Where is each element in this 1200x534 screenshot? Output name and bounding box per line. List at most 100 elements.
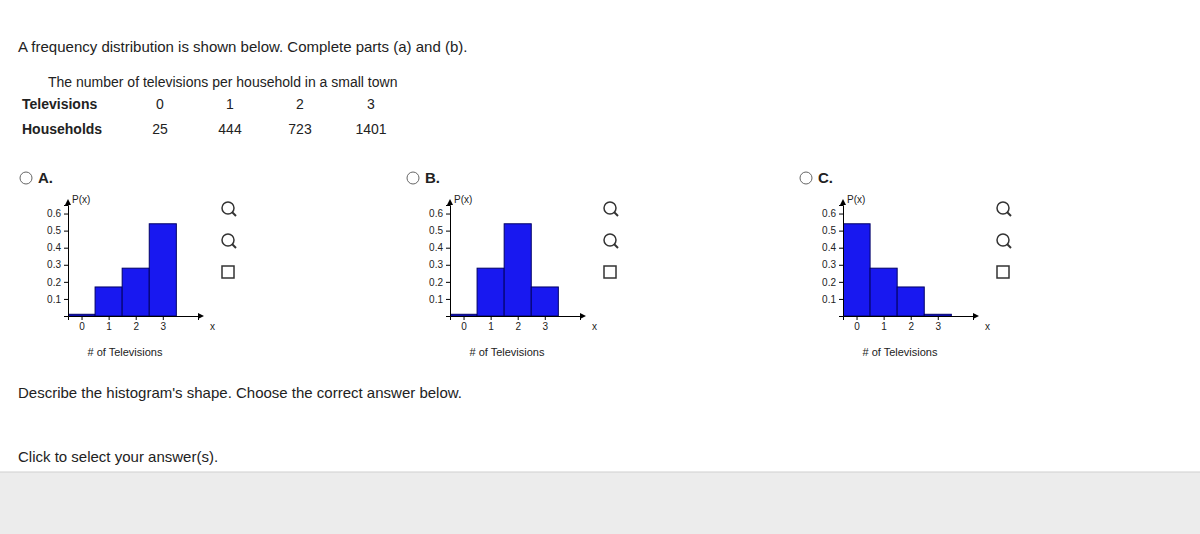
y-tick: 0.4 bbox=[47, 242, 68, 253]
y-tick-label: 0.4 bbox=[822, 242, 836, 253]
bar bbox=[504, 224, 531, 316]
y-tick: 0.3 bbox=[822, 259, 843, 270]
y-tick-mark bbox=[446, 265, 450, 266]
popout-icon[interactable] bbox=[222, 266, 234, 278]
y-tick-label: 0.4 bbox=[429, 242, 443, 253]
x-tick-mark bbox=[545, 316, 546, 320]
y-tick-label: 0.3 bbox=[47, 259, 61, 270]
x-tick: 1 bbox=[488, 316, 494, 332]
zoom-icon-handle[interactable] bbox=[232, 212, 236, 216]
y-tick: 0.1 bbox=[429, 294, 450, 305]
y-tick-mark bbox=[446, 231, 450, 232]
x-tick-label: 0 bbox=[461, 321, 467, 332]
y-tick: 0.6 bbox=[429, 208, 450, 219]
y-tick-label: 0.5 bbox=[47, 225, 61, 236]
x-tick-mark bbox=[464, 316, 465, 320]
y-axis-line bbox=[446, 206, 451, 317]
x-tick-mark bbox=[938, 316, 939, 320]
x-symbol: x bbox=[210, 321, 215, 332]
y-tick-mark bbox=[839, 265, 843, 266]
y-tick-mark bbox=[446, 282, 450, 283]
y-arrow bbox=[840, 199, 846, 205]
zoom-icon-handle[interactable] bbox=[614, 244, 618, 248]
y-tick: 0.4 bbox=[822, 242, 843, 253]
x-axis-line bbox=[69, 317, 199, 321]
y-tick-mark bbox=[64, 265, 68, 266]
y-tick: 0.3 bbox=[429, 259, 450, 270]
y-tick-label: 0.1 bbox=[822, 294, 836, 305]
x-tick: 0 bbox=[79, 316, 85, 332]
y-tick-label: 0.2 bbox=[47, 277, 61, 288]
y-tick-label: 0.2 bbox=[822, 277, 836, 288]
x-tick: 1 bbox=[881, 316, 887, 332]
y-tick-mark bbox=[839, 282, 843, 283]
y-axis-title: P(x) bbox=[72, 194, 90, 205]
y-tick-label: 0.1 bbox=[47, 294, 61, 305]
y-tick-label: 0.6 bbox=[429, 208, 443, 219]
table-cell: 25 bbox=[152, 121, 168, 137]
zoom-icon[interactable] bbox=[604, 234, 618, 248]
y-tick-mark bbox=[839, 214, 843, 215]
plot-area bbox=[450, 224, 558, 316]
radio[interactable] bbox=[407, 172, 419, 184]
y-tick-mark bbox=[446, 248, 450, 249]
zoom-icon-handle[interactable] bbox=[1007, 212, 1011, 216]
x-tick-mark bbox=[491, 316, 492, 320]
zoom-icon-handle[interactable] bbox=[1007, 244, 1011, 248]
y-tick: 0.1 bbox=[822, 294, 843, 305]
plot-area bbox=[68, 224, 176, 316]
popout-icon[interactable] bbox=[604, 266, 616, 278]
y-axis: 0.10.20.30.40.50.6 bbox=[47, 206, 68, 317]
zoom-icon[interactable] bbox=[222, 234, 236, 248]
footer-border bbox=[0, 472, 1200, 473]
radio[interactable] bbox=[800, 172, 812, 184]
y-tick: 0.3 bbox=[47, 259, 68, 270]
x-tick-label: 3 bbox=[161, 321, 167, 332]
x-tick-label: 0 bbox=[854, 321, 860, 332]
y-arrow bbox=[447, 199, 453, 205]
y-tick-label: 0.4 bbox=[47, 242, 61, 253]
y-axis-title: P(x) bbox=[454, 194, 472, 205]
bar bbox=[531, 287, 558, 316]
table-cell: 1401 bbox=[355, 121, 386, 137]
bar bbox=[122, 268, 149, 316]
zoom-icon[interactable] bbox=[222, 202, 236, 216]
y-tick-mark bbox=[839, 231, 843, 232]
x-symbol: x bbox=[592, 321, 597, 332]
bar bbox=[95, 287, 122, 316]
y-tick-label: 0.5 bbox=[429, 225, 443, 236]
x-tick-label: 3 bbox=[543, 321, 549, 332]
y-tick: 0.1 bbox=[47, 294, 68, 305]
x-tick: 3 bbox=[161, 316, 167, 332]
x-axis-line bbox=[451, 317, 581, 321]
y-tick-mark bbox=[64, 299, 68, 300]
table-cell: 723 bbox=[288, 121, 312, 137]
x-tick: 3 bbox=[936, 316, 942, 332]
footer-bar bbox=[0, 472, 1200, 534]
x-tick: 0 bbox=[461, 316, 467, 332]
zoom-icon[interactable] bbox=[997, 202, 1011, 216]
bar bbox=[149, 224, 176, 316]
table-cell: 2 bbox=[296, 96, 304, 112]
radio[interactable] bbox=[20, 172, 32, 184]
x-tick-label: 1 bbox=[881, 321, 887, 332]
y-axis: 0.10.20.30.40.50.6 bbox=[822, 206, 843, 317]
x-tick-label: 1 bbox=[106, 321, 112, 332]
prompt: Click to select your answer(s). bbox=[18, 448, 218, 465]
zoom-icon-handle[interactable] bbox=[614, 212, 618, 216]
bar bbox=[870, 268, 897, 316]
y-tick-mark bbox=[64, 282, 68, 283]
x-tick: 2 bbox=[515, 316, 521, 332]
zoom-icon-handle[interactable] bbox=[232, 244, 236, 248]
x-tick: 0 bbox=[854, 316, 860, 332]
zoom-icon[interactable] bbox=[997, 234, 1011, 248]
page: A frequency distribution is shown below.… bbox=[0, 0, 1200, 534]
popout-icon[interactable] bbox=[997, 266, 1009, 278]
y-tick-label: 0.3 bbox=[822, 259, 836, 270]
y-tick-mark bbox=[446, 214, 450, 215]
y-tick-mark bbox=[64, 231, 68, 232]
x-tick-label: 2 bbox=[908, 321, 914, 332]
zoom-icon[interactable] bbox=[604, 202, 618, 216]
question: Describe the histogram's shape. Choose t… bbox=[18, 384, 462, 401]
option-label: B. bbox=[425, 169, 440, 186]
